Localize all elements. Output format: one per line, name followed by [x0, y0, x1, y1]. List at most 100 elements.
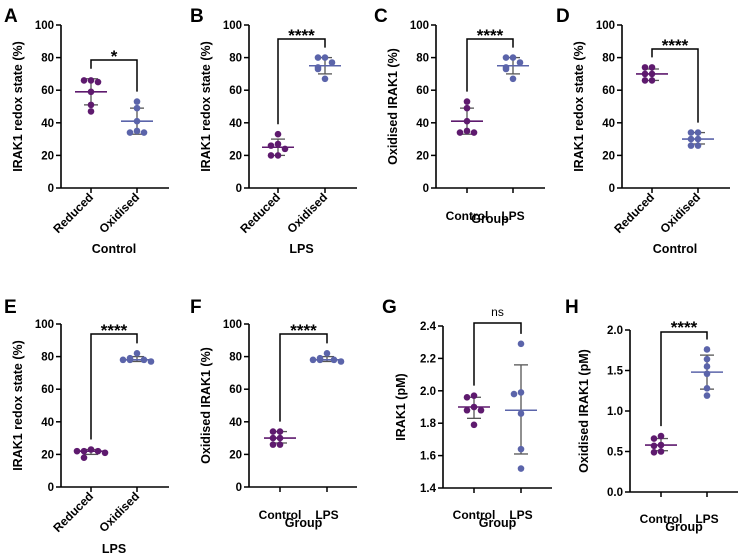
- data-point: [87, 101, 95, 109]
- data-point: [648, 70, 656, 78]
- significance-bracket: [277, 38, 326, 125]
- data-point: [309, 356, 317, 364]
- y-tick-label: 0: [423, 183, 429, 195]
- data-point: [509, 54, 517, 61]
- data-point: [641, 77, 649, 84]
- y-tick-label: 20: [229, 449, 242, 461]
- data-point: [314, 65, 322, 73]
- x-category-label: Oxidised: [96, 190, 142, 236]
- data-point: [463, 406, 471, 414]
- data-point: [687, 129, 695, 136]
- data-point: [87, 446, 95, 453]
- data-point: [80, 454, 88, 461]
- y-tick-label: 100: [223, 20, 242, 32]
- x-category-label: Reduced: [50, 190, 96, 236]
- series-control: [645, 432, 677, 456]
- significance-bracket: [651, 48, 699, 123]
- data-point: [126, 356, 134, 364]
- significance-bracket: [90, 59, 138, 92]
- y-tick-label: 100: [35, 20, 54, 32]
- significance-label: ****: [671, 318, 698, 337]
- y-tick-label: 1.4: [420, 483, 437, 495]
- x-axis-title: Group: [471, 212, 509, 226]
- series-control: [264, 428, 296, 448]
- x-category-label: Control: [640, 512, 683, 526]
- y-tick-label: 20: [229, 150, 242, 162]
- data-point: [140, 129, 148, 136]
- y-tick-label: 20: [41, 449, 54, 461]
- data-point: [140, 356, 148, 364]
- data-point: [274, 140, 282, 148]
- data-point: [657, 441, 665, 449]
- panel-letter: D: [556, 6, 570, 27]
- panel-d: D 0 20 40 60 80 100 Reduced Oxidised Control IRAK1…: [556, 6, 730, 256]
- data-point: [314, 54, 322, 61]
- x-category-label: LPS: [509, 508, 532, 522]
- data-point: [456, 129, 464, 136]
- data-point: [94, 447, 102, 455]
- x-category-label: Reduced: [611, 190, 657, 236]
- y-axis-title: IRAK1 (pM): [394, 373, 408, 440]
- data-point: [463, 117, 471, 125]
- y-tick-label: 60: [229, 384, 242, 396]
- significance-label: *: [111, 47, 118, 66]
- x-category-label: Reduced: [237, 190, 283, 236]
- panel-letter: B: [190, 6, 204, 27]
- y-tick-label: 100: [223, 319, 242, 331]
- data-point: [470, 392, 478, 399]
- data-point: [470, 403, 478, 411]
- data-point: [703, 346, 711, 353]
- significance-label: ****: [477, 26, 504, 45]
- significance-label: ns: [491, 305, 504, 319]
- data-point: [703, 385, 711, 392]
- y-axis-title: Oxidised IRAK1 (%): [199, 347, 213, 464]
- y-tick-label: 100: [35, 319, 54, 331]
- series-oxidised: [682, 129, 714, 149]
- x-category-label: Oxidised: [657, 190, 703, 236]
- data-point: [87, 108, 95, 115]
- data-point: [516, 59, 524, 66]
- x-axis-title: Group: [479, 516, 517, 530]
- data-point: [276, 441, 284, 448]
- data-point: [316, 356, 324, 364]
- panel-e: E 0 20 40 60 80 100 Reduced Oxidised LPS IRAK1 red…: [4, 297, 169, 556]
- data-point: [463, 127, 471, 135]
- y-tick-label: 0: [236, 183, 242, 195]
- y-tick-label: 60: [41, 384, 54, 396]
- data-point: [133, 127, 141, 135]
- panel-letter: F: [190, 297, 202, 318]
- y-tick-label: 0: [236, 482, 242, 494]
- data-point: [133, 98, 141, 105]
- data-point: [321, 54, 329, 61]
- y-tick-label: 2.2: [420, 353, 436, 365]
- data-point: [73, 447, 81, 455]
- x-axis-title: LPS: [102, 542, 126, 556]
- data-point: [133, 350, 141, 357]
- series-lps: [505, 340, 537, 472]
- data-point: [694, 135, 702, 143]
- data-point: [87, 77, 95, 84]
- data-point: [687, 142, 695, 149]
- y-tick-label: 0: [48, 183, 54, 195]
- series-reduced: [73, 446, 109, 461]
- panel-a: A 0 20 40 60 80 100 Reduced Oxidised Control IRAK1…: [4, 6, 169, 256]
- y-tick-label: 2.0: [607, 325, 623, 337]
- x-axis-title: Group: [285, 516, 323, 530]
- data-point: [80, 77, 88, 84]
- x-category-label: LPS: [695, 512, 718, 526]
- y-tick-label: 0.0: [607, 487, 623, 499]
- data-point: [517, 410, 525, 417]
- y-tick-label: 40: [229, 417, 242, 429]
- data-point: [133, 104, 141, 112]
- y-tick-label: 20: [602, 150, 615, 162]
- series-reduced: [636, 64, 668, 84]
- panel-letter: H: [565, 297, 579, 318]
- significance-label: ****: [101, 321, 128, 340]
- data-point: [101, 449, 109, 457]
- data-point: [470, 129, 478, 136]
- data-point: [502, 54, 510, 61]
- data-point: [703, 370, 711, 378]
